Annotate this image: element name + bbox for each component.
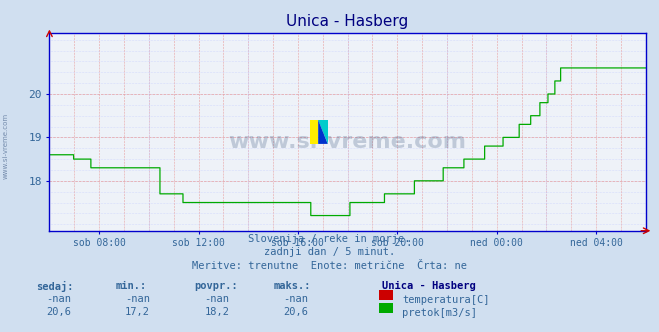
- Text: maks.:: maks.:: [273, 281, 311, 290]
- Text: 20,6: 20,6: [46, 307, 71, 317]
- Text: -nan: -nan: [125, 294, 150, 304]
- Text: www.si-vreme.com: www.si-vreme.com: [229, 132, 467, 152]
- Text: min.:: min.:: [115, 281, 146, 290]
- Polygon shape: [318, 120, 328, 144]
- Text: -nan: -nan: [204, 294, 229, 304]
- Title: Unica - Hasberg: Unica - Hasberg: [287, 14, 409, 29]
- Text: Slovenija / reke in morje.: Slovenija / reke in morje.: [248, 234, 411, 244]
- Polygon shape: [318, 120, 328, 144]
- Text: temperatura[C]: temperatura[C]: [402, 295, 490, 305]
- Text: 18,2: 18,2: [204, 307, 229, 317]
- Text: Meritve: trenutne  Enote: metrične  Črta: ne: Meritve: trenutne Enote: metrične Črta: …: [192, 261, 467, 271]
- Text: 17,2: 17,2: [125, 307, 150, 317]
- Text: www.si-vreme.com: www.si-vreme.com: [2, 113, 9, 179]
- Text: -nan: -nan: [46, 294, 71, 304]
- Text: -nan: -nan: [283, 294, 308, 304]
- Text: povpr.:: povpr.:: [194, 281, 238, 290]
- Text: 20,6: 20,6: [283, 307, 308, 317]
- Text: zadnji dan / 5 minut.: zadnji dan / 5 minut.: [264, 247, 395, 257]
- Text: sedaj:: sedaj:: [36, 281, 74, 291]
- Text: Unica - Hasberg: Unica - Hasberg: [382, 281, 476, 290]
- Text: pretok[m3/s]: pretok[m3/s]: [402, 308, 477, 318]
- Bar: [310, 120, 318, 144]
